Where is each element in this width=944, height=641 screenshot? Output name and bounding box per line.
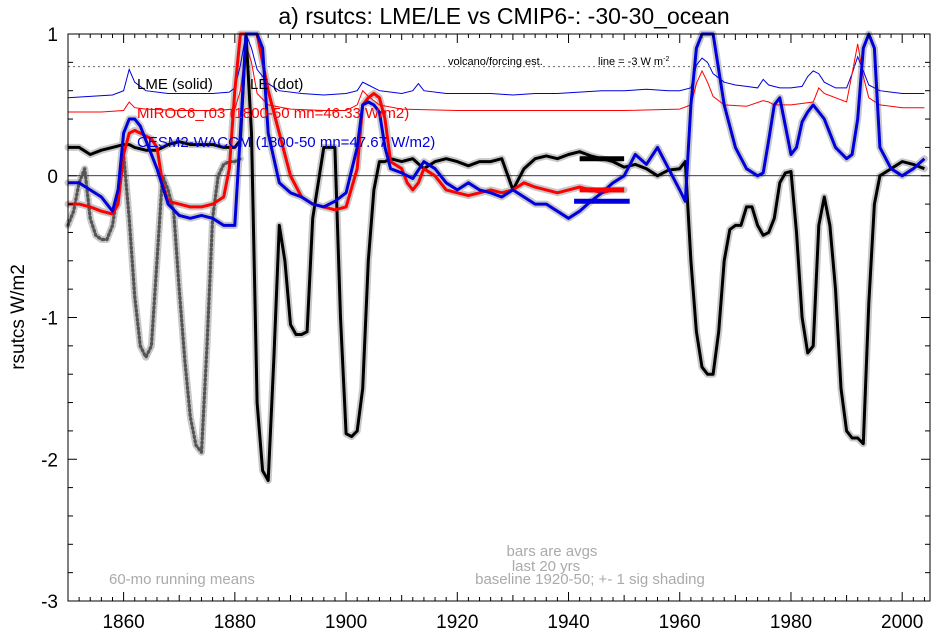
x-tick-label: 1940	[547, 612, 589, 633]
x-tick-label: 1960	[659, 612, 701, 633]
running-mean-note: 60-mo running means	[109, 571, 255, 588]
legend-le: LE (dot)	[250, 76, 303, 93]
x-tick-labels: 1860 1880 1900 1920 1940 1960 1980 2000	[102, 612, 923, 633]
plot-area	[64, 30, 930, 484]
y-tick-label: 0	[47, 167, 58, 188]
line-scale-note: line = -3 W m-2	[598, 56, 669, 68]
cesm2-waccm-line	[68, 32, 926, 227]
legend-lme: LME (solid)	[137, 76, 213, 93]
volcano-note: volcano/forcing est.	[448, 56, 543, 68]
volcano-curves	[67, 32, 925, 113]
le-dot-line	[66, 152, 242, 454]
y-tick-label: -3	[41, 592, 58, 613]
miroc6-r03-line	[68, 32, 625, 216]
shading-layer	[64, 30, 928, 484]
y-tick-label: -2	[41, 450, 58, 471]
x-tick-label: 2000	[881, 612, 923, 633]
avg-bars	[574, 156, 630, 204]
legend-cesm: CESM2-WACCM (1800-50 mn=47.67 W/m2)	[137, 134, 435, 151]
axis-ticks	[67, 33, 930, 602]
chart-title: a) rsutcs: LME/LE vs CMIP6-: -30-30_ocea…	[278, 3, 729, 29]
x-tick-label: 1860	[102, 612, 144, 633]
x-tick-label: 1920	[436, 612, 478, 633]
y-tick-label: 1	[47, 25, 58, 46]
legend-miroc: MIROC6_r03 (1800-50 mn=46.33 W/m2)	[137, 105, 409, 122]
y-tick-labels: 1 0 -1 -2 -3	[41, 25, 58, 613]
y-axis-label: rsutcs W/m2	[8, 264, 29, 370]
x-tick-label: 1980	[770, 612, 812, 633]
bars-note-2: last 20 yrs	[512, 558, 580, 575]
y-tick-label: -1	[41, 309, 58, 330]
baseline-note: baseline 1920-50; +- 1 sig shading	[475, 571, 705, 588]
x-tick-label: 1880	[214, 612, 256, 633]
x-tick-label: 1900	[325, 612, 367, 633]
lme-solid-shading	[64, 30, 928, 484]
bars-note-1: bars are avgs	[507, 543, 598, 560]
